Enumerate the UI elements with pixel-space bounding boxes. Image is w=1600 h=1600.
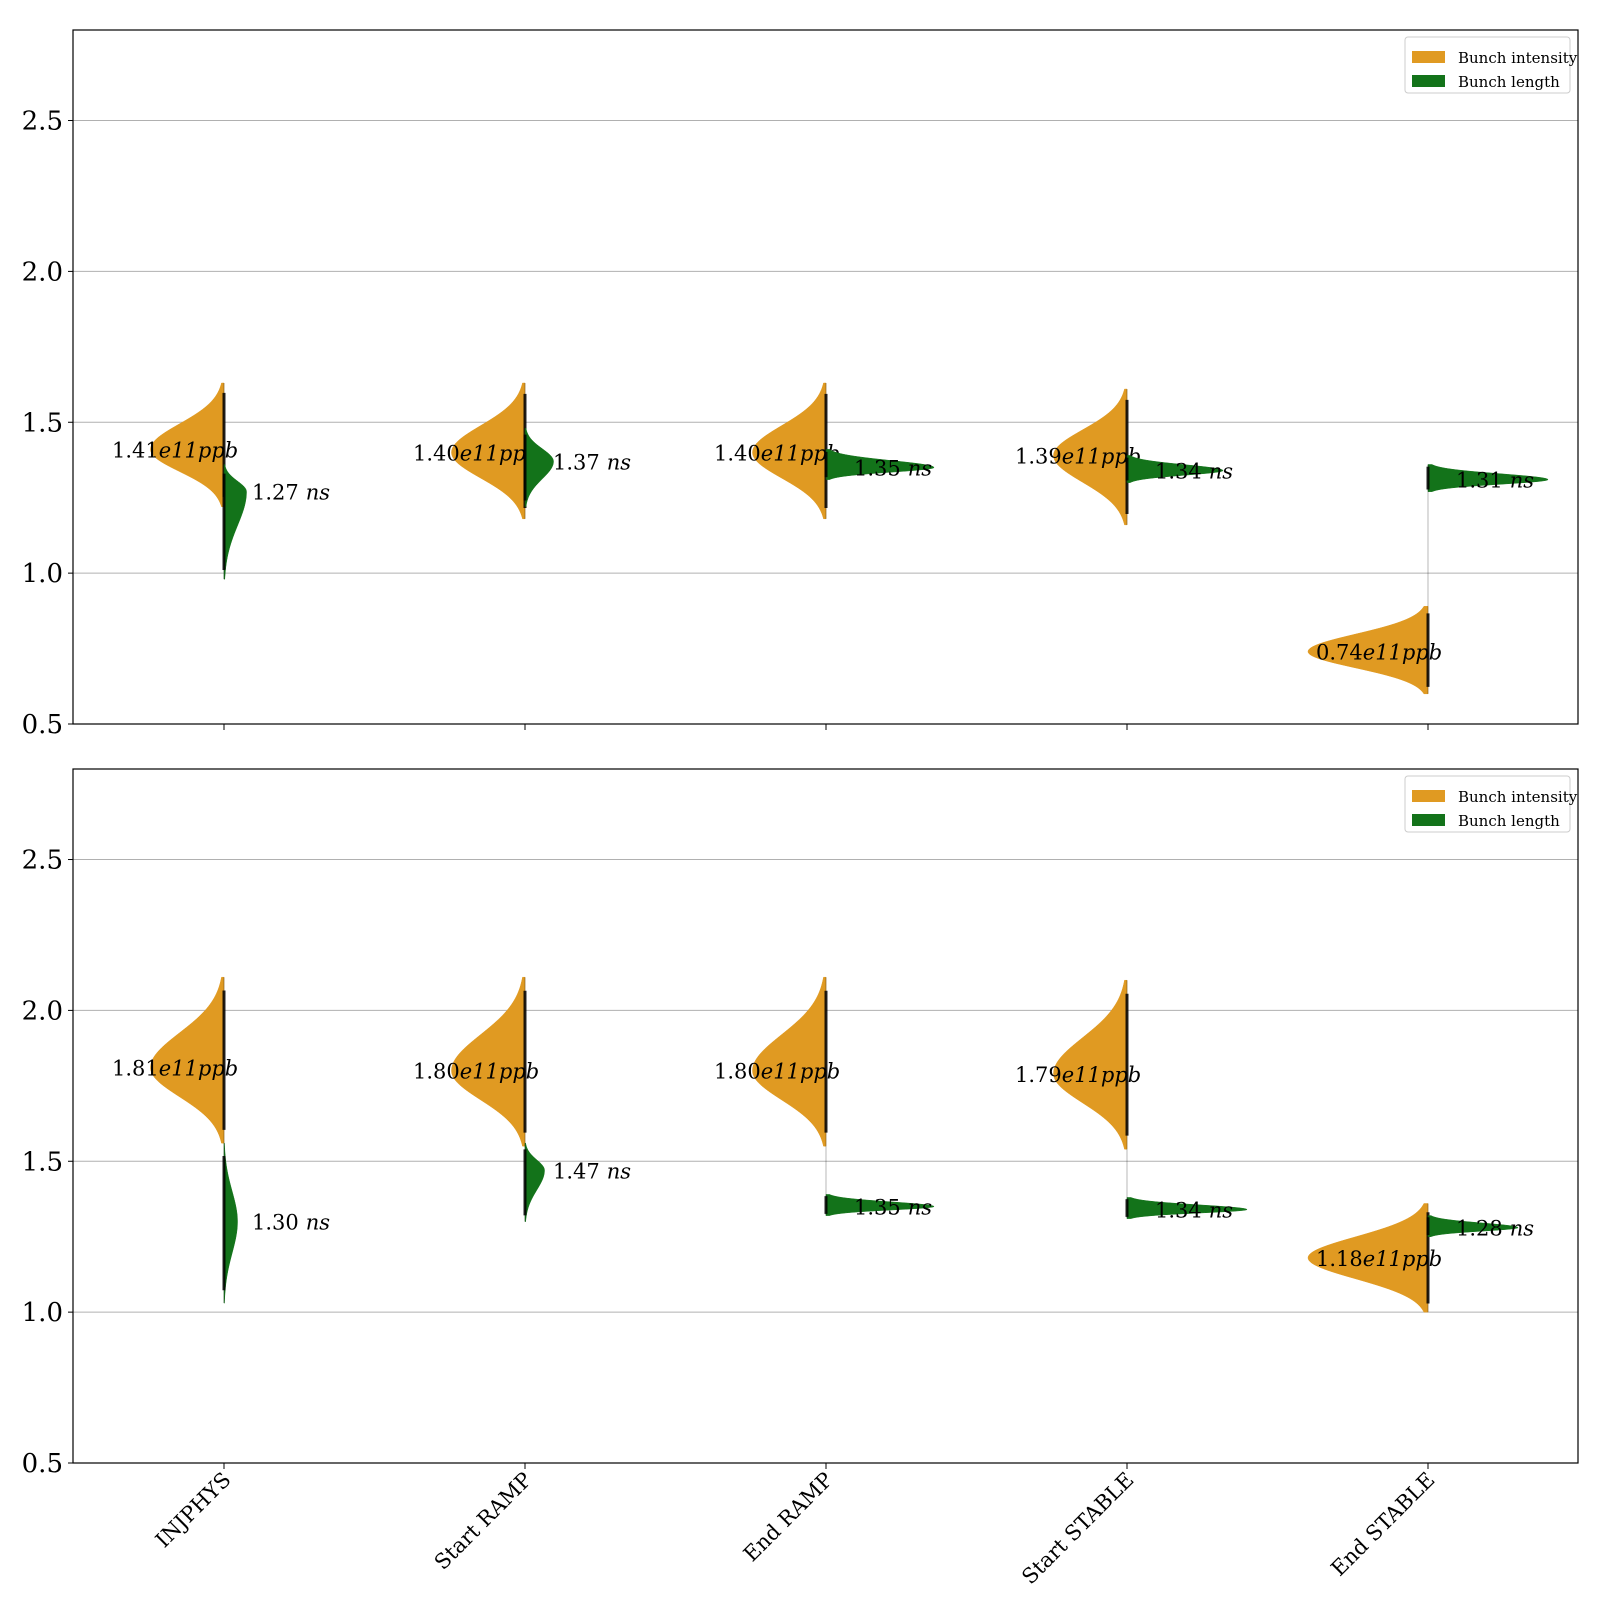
bunch-intensity-value-label: 1.41e11ppb	[112, 438, 238, 462]
y-tick-label: 1.5	[22, 1147, 63, 1177]
x-tick-label: End RAMP	[739, 1468, 838, 1567]
bunch-intensity-violin	[752, 382, 827, 520]
bunch-intensity-violin	[1053, 388, 1128, 526]
y-tick-label: 2.0	[22, 996, 63, 1026]
bunch-intensity-value-label: 1.80e11ppb	[714, 1060, 840, 1084]
y-tick-label: 0.5	[22, 1449, 63, 1479]
legend-swatch	[1412, 790, 1445, 802]
legend-swatch	[1412, 75, 1445, 87]
bunch-intensity-value-label: 1.39e11ppb	[1015, 444, 1141, 468]
legend-label: Bunch intensity	[1458, 49, 1578, 67]
bunch-intensity-violin	[1307, 606, 1429, 695]
chart-panel-2: 0.5 1.0 1.5 2.0 2.5 1.81e11ppb 1.80e11ppb 1.80e…	[22, 768, 1579, 1479]
bunch-length-value-label: 1.34 ns	[1155, 1199, 1233, 1223]
legend: Bunch intensity Bunch length	[1404, 775, 1578, 833]
bunch-length-value-label: 1.37 ns	[553, 450, 631, 474]
y-tick-label: 2.5	[22, 107, 63, 137]
axes-frame	[72, 768, 1579, 1464]
bunch-length-value-label: 1.47 ns	[553, 1159, 631, 1183]
bunch-length-value-label: 1.34 ns	[1155, 460, 1233, 484]
bunch-intensity-value-label: 0.74e11ppb	[1316, 641, 1442, 665]
y-tick-label: 1.5	[22, 408, 63, 438]
bunch-intensity-violin	[451, 976, 526, 1147]
bunch-intensity-value-label: 1.40e11ppb	[714, 441, 840, 465]
x-tick-label: End STABLE	[1326, 1468, 1439, 1581]
legend: Bunch intensity Bunch length	[1404, 36, 1578, 94]
bunch-intensity-value-label: 1.80e11ppb	[413, 1060, 539, 1084]
bunch-length-violin	[223, 464, 247, 580]
bunch-length-violin	[825, 1194, 935, 1216]
legend-swatch	[1412, 814, 1445, 826]
bunch-length-value-label: 1.31 ns	[1456, 469, 1534, 493]
bunch-length-violin	[1126, 455, 1224, 483]
bunch-intensity-violin	[150, 976, 225, 1144]
legend-box	[1404, 775, 1571, 833]
bunch-length-violin	[1427, 1215, 1519, 1237]
bunch-intensity-value-label: 1.18e11ppb	[1316, 1247, 1442, 1271]
bunch-intensity-violin	[1307, 1203, 1429, 1313]
bunch-length-violin	[524, 1142, 545, 1222]
bunch-intensity-violin	[1053, 979, 1128, 1150]
bunch-length-value-label: 1.28 ns	[1456, 1217, 1534, 1241]
bunch-length-violin	[825, 449, 935, 480]
bunch-intensity-violin	[752, 976, 827, 1147]
bunch-intensity-violin	[150, 382, 225, 508]
bunch-length-violin	[524, 428, 554, 508]
y-tick-label: 1.0	[22, 559, 63, 589]
legend-box	[1404, 36, 1571, 94]
bunch-length-value-label: 1.27 ns	[252, 481, 330, 505]
bunch-length-violin	[1126, 1197, 1248, 1219]
legend-label: Bunch length	[1458, 812, 1560, 830]
y-tick-label: 0.5	[22, 710, 63, 740]
y-tick-label: 2.0	[22, 257, 63, 287]
bunch-intensity-value-label: 1.40e11ppb	[413, 441, 539, 465]
x-tick-label: Start RAMP	[430, 1468, 537, 1575]
bunch-length-violin	[223, 1142, 238, 1304]
x-tick-label: Start STABLE	[1017, 1468, 1138, 1589]
bunch-intensity-violin	[451, 382, 526, 520]
bunch-length-violin	[1427, 464, 1549, 492]
bunch-intensity-value-label: 1.81e11ppb	[112, 1057, 238, 1081]
legend-label: Bunch length	[1458, 73, 1560, 91]
x-tick-label: INJPHYS	[151, 1468, 236, 1553]
legend-label: Bunch intensity	[1458, 788, 1578, 806]
bunch-length-value-label: 1.35 ns	[854, 457, 932, 481]
legend-swatch	[1412, 51, 1445, 63]
chart-panel-1: 0.5 1.0 1.5 2.0 2.5 1.41e11ppb 1.40e11ppb 1.40e…	[22, 29, 1579, 740]
bunch-length-value-label: 1.35 ns	[854, 1196, 932, 1220]
y-tick-label: 2.5	[22, 846, 63, 876]
axes-frame	[72, 29, 1579, 725]
bunch-length-value-label: 1.30 ns	[252, 1211, 330, 1235]
y-tick-label: 1.0	[22, 1298, 63, 1328]
bunch-intensity-value-label: 1.79e11ppb	[1015, 1063, 1141, 1087]
